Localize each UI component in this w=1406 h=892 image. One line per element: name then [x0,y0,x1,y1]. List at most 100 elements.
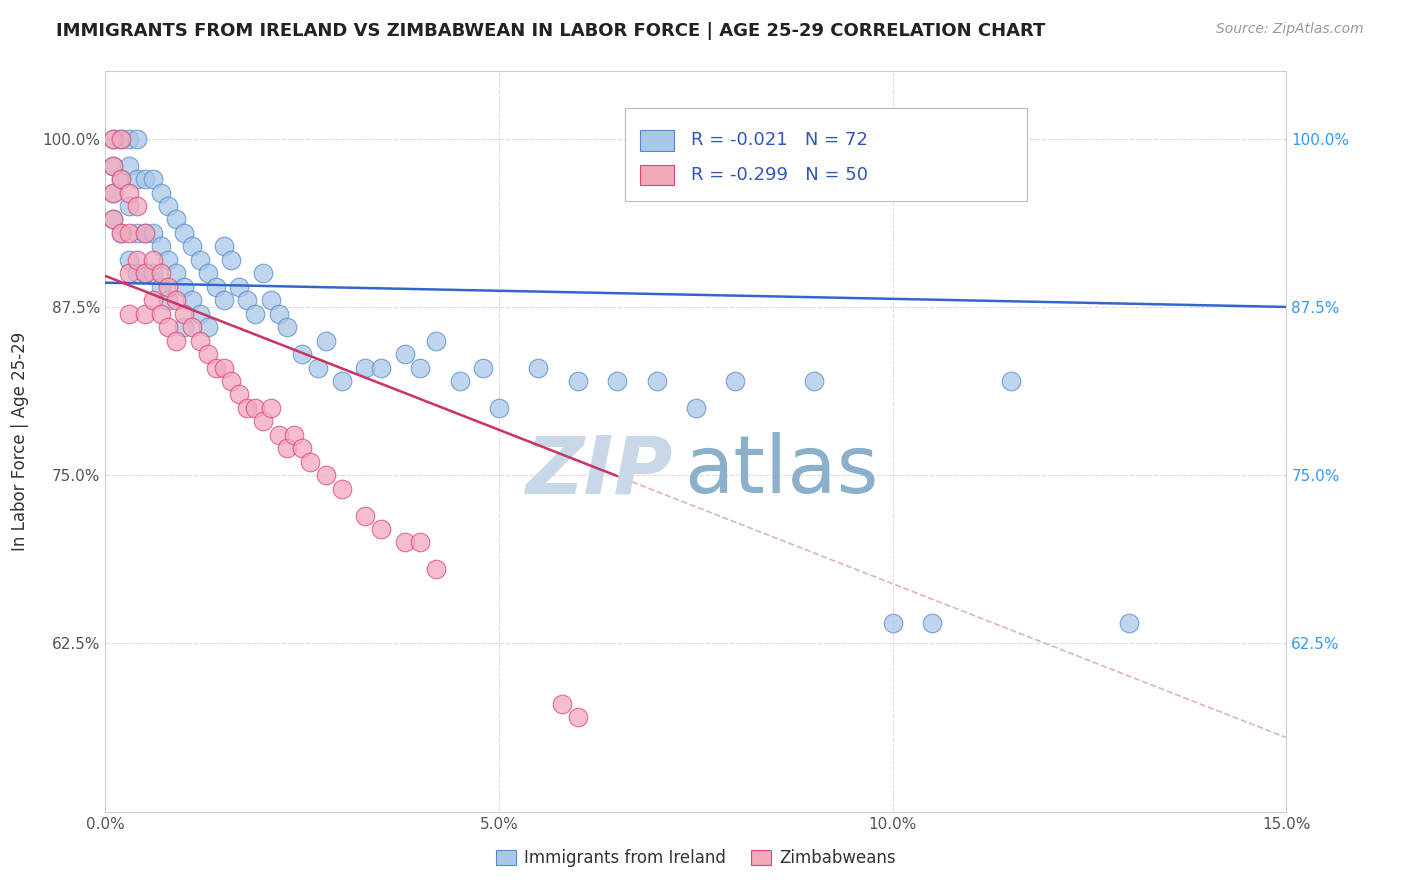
Point [221,252,243,267]
Point [394,535,416,549]
Point [134,226,156,240]
Point [330,374,353,388]
Point [243,401,266,415]
FancyBboxPatch shape [641,165,673,186]
Point [276,442,298,456]
Point [394,347,416,361]
Point [181,239,204,253]
Point [409,535,432,549]
Text: R = -0.299   N = 50: R = -0.299 N = 50 [692,166,869,184]
Point [409,360,432,375]
Point [134,307,156,321]
Point [188,307,211,321]
Point [425,562,447,576]
Point [149,186,172,200]
Point [173,226,195,240]
Point [110,172,132,186]
Point [165,266,187,280]
Point [197,266,219,280]
Point [283,427,305,442]
Point [118,307,141,321]
Point [882,616,904,631]
Point [204,360,226,375]
Point [527,360,550,375]
Point [118,159,141,173]
Point [370,522,392,536]
Point [173,279,195,293]
Point [165,212,187,227]
Point [173,320,195,334]
Point [149,279,172,293]
Point [149,266,172,280]
Point [103,212,125,227]
Point [149,307,172,321]
Point [125,172,148,186]
Point [299,455,322,469]
Point [276,320,298,334]
Point [134,266,156,280]
Point [921,616,943,631]
Point [260,293,283,308]
Point [425,334,447,348]
Point [315,468,337,483]
Text: IMMIGRANTS FROM IRELAND VS ZIMBABWEAN IN LABOR FORCE | AGE 25-29 CORRELATION CHA: IMMIGRANTS FROM IRELAND VS ZIMBABWEAN IN… [56,22,1046,40]
Point [149,239,172,253]
Point [221,374,243,388]
Point [236,293,259,308]
Point [142,266,165,280]
Point [197,347,219,361]
Point [307,360,329,375]
Point [142,293,165,308]
Point [551,697,574,711]
Point [330,482,353,496]
Point [188,334,211,348]
Point [724,374,747,388]
Point [142,172,165,186]
Point [165,293,187,308]
Point [118,252,141,267]
Point [125,199,148,213]
Point [118,226,141,240]
Text: atlas: atlas [685,432,879,510]
Point [315,334,337,348]
Point [142,252,165,267]
Point [125,252,148,267]
Point [354,360,377,375]
Text: R = -0.021   N = 72: R = -0.021 N = 72 [692,131,868,149]
Point [134,226,156,240]
Point [181,320,204,334]
Point [212,293,235,308]
Point [212,360,235,375]
Point [118,186,141,200]
Point [110,172,132,186]
Point [103,186,125,200]
Point [157,199,180,213]
Point [645,374,668,388]
Point [118,131,141,145]
Point [157,252,180,267]
Point [267,427,290,442]
Point [103,159,125,173]
Point [370,360,392,375]
Point [165,334,187,348]
Point [110,226,132,240]
Point [449,374,471,388]
Point [134,266,156,280]
Point [125,266,148,280]
Point [606,374,628,388]
Point [567,374,589,388]
Point [181,293,204,308]
Point [103,159,125,173]
Point [188,252,211,267]
Point [103,131,125,145]
Point [157,320,180,334]
Point [103,212,125,227]
Point [157,293,180,308]
Point [267,307,290,321]
Point [118,266,141,280]
Point [567,710,589,724]
Point [291,442,314,456]
Point [125,226,148,240]
Point [103,186,125,200]
Point [142,226,165,240]
